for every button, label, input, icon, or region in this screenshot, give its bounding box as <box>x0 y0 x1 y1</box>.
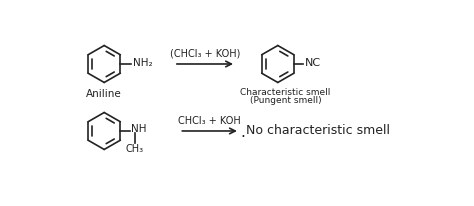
Text: NH₂: NH₂ <box>133 58 152 68</box>
Text: Aniline: Aniline <box>86 89 122 99</box>
Text: (Pungent smell): (Pungent smell) <box>250 96 321 105</box>
Text: Characteristic smell: Characteristic smell <box>240 88 331 97</box>
Text: CH₃: CH₃ <box>126 144 144 154</box>
Text: NC: NC <box>305 58 321 68</box>
Text: NH: NH <box>131 124 146 135</box>
Text: .: . <box>241 125 246 140</box>
Text: No characteristic smell: No characteristic smell <box>246 124 390 137</box>
Text: (CHCl₃ + KOH): (CHCl₃ + KOH) <box>170 49 240 59</box>
Text: CHCl₃ + KOH: CHCl₃ + KOH <box>178 116 241 126</box>
